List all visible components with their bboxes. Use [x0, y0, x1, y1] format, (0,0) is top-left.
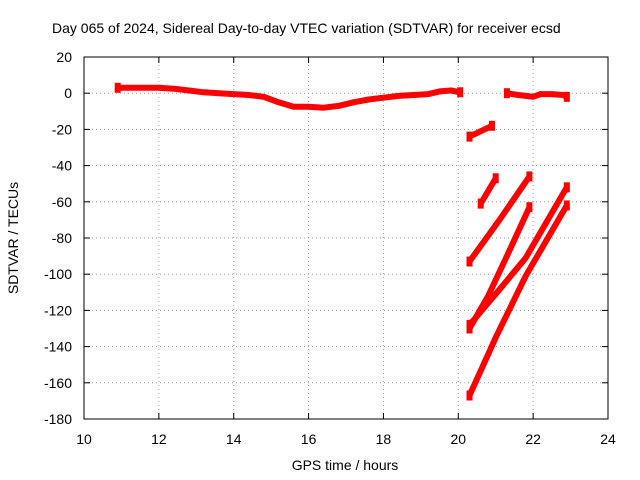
y-tick-label: -80 [52, 230, 72, 246]
y-tick-label: 0 [64, 85, 72, 101]
y-tick-label: -140 [44, 339, 72, 355]
plot-frame [83, 56, 609, 420]
x-tick-label: 20 [450, 431, 466, 447]
x-tick-label: 22 [525, 431, 541, 447]
series-line-2 [506, 90, 569, 100]
x-tick-label: 16 [301, 431, 317, 447]
series-line-3 [468, 123, 494, 140]
y-tick-label: -20 [52, 121, 72, 137]
series-line-7 [467, 185, 570, 327]
series-endpoint-marker [114, 82, 121, 93]
series-endpoint-marker [466, 256, 473, 267]
x-tick-label: 24 [600, 431, 616, 447]
x-tick-label: 12 [151, 431, 167, 447]
data-series [114, 82, 570, 401]
series-endpoint-marker [466, 319, 473, 330]
x-tick-label: 18 [376, 431, 392, 447]
series-endpoint-marker [488, 120, 495, 131]
y-tick-label: -60 [52, 194, 72, 210]
y-tick-label: -120 [44, 302, 72, 318]
y-axis-label: SDTVAR / TECUs [5, 182, 21, 294]
axis-ticks: 10 12 14 16 18 20 22 24 20 0 -20 -40 -60 -80 -100 -120 -… [44, 49, 616, 447]
series-line-5 [467, 174, 532, 264]
y-tick-label: -160 [44, 375, 72, 391]
series-endpoint-marker [526, 202, 533, 213]
series-endpoint-marker [466, 390, 473, 401]
series-endpoint-marker [563, 200, 570, 211]
x-tick-label: 10 [76, 431, 92, 447]
series-endpoint-marker [466, 131, 473, 142]
series-endpoint-marker [477, 198, 484, 209]
series-endpoint-marker [563, 91, 570, 102]
x-tick-label: 14 [226, 431, 242, 447]
series-line-1 [117, 84, 461, 111]
y-tick-label: 20 [56, 49, 72, 65]
grid [84, 57, 608, 419]
series-endpoint-marker [457, 87, 464, 98]
series-endpoint-marker [563, 182, 570, 193]
x-axis-label: GPS time / hours [292, 457, 399, 473]
series-endpoint-marker [526, 171, 533, 182]
series-line-8 [466, 203, 570, 397]
series-endpoint-marker [503, 88, 510, 99]
y-tick-label: -180 [44, 411, 72, 427]
series-endpoint-marker [492, 173, 499, 184]
y-tick-label: -100 [44, 266, 72, 282]
chart-title: Day 065 of 2024, Sidereal Day-to-day VTE… [52, 20, 561, 36]
y-tick-label: -40 [52, 158, 72, 174]
